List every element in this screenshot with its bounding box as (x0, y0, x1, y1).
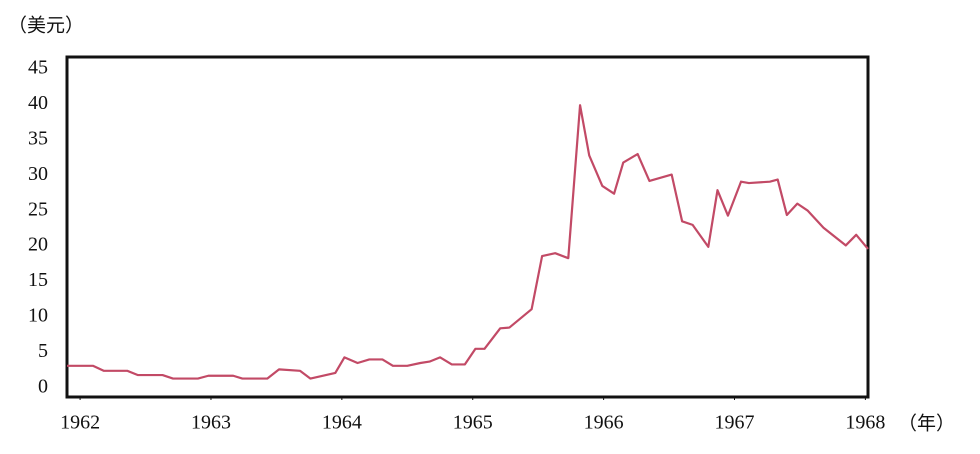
y-tick-label: 20 (28, 234, 48, 256)
y-tick-label: 35 (28, 127, 48, 149)
x-tick-label: 1966 (584, 412, 624, 434)
x-tick-label: 1963 (191, 412, 231, 434)
data-line (67, 104, 869, 380)
plot-frame (65, 55, 870, 399)
x-axis-label: （年） (898, 413, 955, 435)
y-tick-label: 45 (28, 57, 48, 79)
y-axis-label: （美元） (8, 15, 84, 37)
y-tick-label: 40 (28, 92, 48, 114)
x-tick-label: 1964 (322, 412, 362, 434)
x-tick-label: 1962 (60, 412, 100, 434)
y-tick-label: 0 (38, 375, 48, 397)
x-tick-label: 1968 (845, 412, 885, 434)
y-tick-label: 5 (38, 340, 48, 362)
y-tick-label: 15 (28, 269, 48, 291)
x-tick-label: 1967 (715, 412, 755, 434)
y-tick-label: 25 (28, 198, 48, 220)
y-tick-label: 10 (28, 305, 48, 327)
x-tick-label: 1965 (453, 412, 493, 434)
y-tick-label: 30 (28, 163, 48, 185)
